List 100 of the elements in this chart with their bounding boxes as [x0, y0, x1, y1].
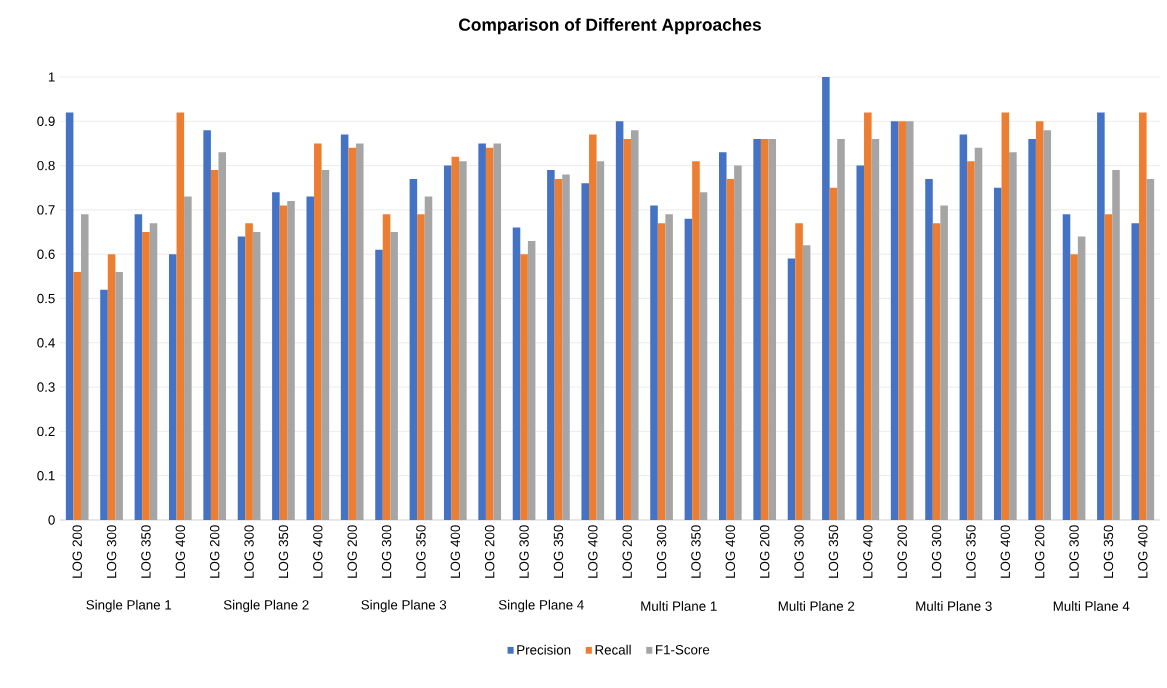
- y-tick-label: 0.4: [37, 338, 55, 348]
- bar: [596, 161, 605, 520]
- x-tick-label: LOG 400: [1000, 525, 1011, 578]
- x-tick-label: LOG 350: [416, 525, 426, 578]
- chart-title: Comparison of Different Approaches: [459, 18, 761, 35]
- bar: [485, 147, 494, 520]
- text: Single Plane 3: [361, 599, 447, 613]
- y-tick-label: 0.9: [37, 116, 55, 127]
- bar: [760, 139, 769, 520]
- bar: [527, 240, 536, 520]
- bar: [306, 196, 315, 520]
- bar: [355, 143, 364, 520]
- bar: [554, 178, 563, 520]
- x-tick-label: LOG 350: [1103, 525, 1114, 578]
- bar: [115, 271, 123, 520]
- x-tick-label: LOG 300: [519, 525, 529, 578]
- x-tick-label: LOG 200: [72, 525, 82, 578]
- bar: [650, 205, 658, 520]
- x-tick-label: LOG 400: [1138, 525, 1148, 578]
- bar: [864, 112, 872, 520]
- y-tick-label: 0.2: [37, 426, 55, 437]
- bar: [726, 178, 735, 520]
- bar: [837, 139, 845, 520]
- bar: [1009, 152, 1017, 520]
- bar: [168, 254, 177, 520]
- x-tick-label: LOG 350: [966, 525, 976, 578]
- bar: [142, 232, 150, 520]
- bar: [1131, 223, 1140, 520]
- bar: [1062, 214, 1071, 520]
- bar: [623, 139, 631, 520]
- bar: [925, 178, 933, 520]
- bar: [1139, 112, 1147, 520]
- bar: [210, 170, 219, 520]
- bar: [321, 170, 330, 520]
- x-tick-label: LOG 400: [313, 525, 323, 578]
- bar: [218, 152, 227, 520]
- x-tick-label: LOG 200: [759, 525, 770, 578]
- bar: [940, 205, 948, 520]
- bar: [134, 214, 143, 520]
- bar: [856, 165, 865, 520]
- bar: [272, 192, 280, 520]
- text: Multi Plane 2: [778, 601, 855, 611]
- bar: [80, 214, 89, 520]
- bar: [287, 201, 295, 520]
- x-tick-label: LOG 300: [931, 525, 942, 578]
- y-tick-label: 0.8: [37, 160, 55, 171]
- x-tick-label: LOG 350: [141, 525, 151, 578]
- bar: [890, 121, 899, 520]
- bar: [107, 254, 116, 520]
- y-tick-label: 0.1: [37, 470, 55, 481]
- bar: [1104, 214, 1113, 520]
- bar: [409, 178, 418, 520]
- bar: [932, 223, 941, 520]
- x-tick-label: LOG 400: [863, 525, 873, 578]
- bar: [203, 130, 211, 520]
- y-tick-label: 0.6: [37, 249, 55, 259]
- bar: [581, 183, 590, 520]
- bar: [73, 271, 81, 520]
- x-tick-label: LOG 200: [1034, 525, 1045, 578]
- x-tick-label: LOG 350: [553, 525, 564, 578]
- bar: [1043, 130, 1052, 520]
- bar: [245, 223, 253, 520]
- bar: [657, 223, 666, 520]
- bar: [149, 223, 158, 520]
- bar: [959, 134, 968, 520]
- bar: [65, 112, 74, 520]
- x-tick-label: LOG 200: [209, 525, 220, 578]
- bar: [1035, 121, 1044, 520]
- bar: [802, 245, 811, 520]
- bar: [520, 254, 528, 520]
- text: Single Plane 2: [223, 599, 309, 613]
- bar: [348, 147, 356, 520]
- bar: [822, 76, 830, 520]
- bar: [898, 121, 906, 520]
- bar: [424, 196, 433, 520]
- x-tick-label: LOG 300: [106, 525, 117, 578]
- bar: [493, 143, 502, 520]
- bar: [734, 165, 742, 520]
- bar: [1146, 178, 1155, 520]
- bar: [718, 152, 727, 520]
- bar: [630, 130, 639, 520]
- bar: [993, 187, 1002, 520]
- bar: [417, 214, 425, 520]
- bar: [615, 121, 624, 520]
- bar: [1112, 170, 1120, 520]
- bar: [753, 139, 761, 520]
- x-tick-label: LOG 200: [622, 525, 632, 578]
- text: Single Plane 4: [498, 599, 584, 613]
- bar: [967, 161, 975, 520]
- bar: [684, 218, 693, 520]
- bar: [176, 112, 185, 520]
- bar: [1077, 236, 1086, 520]
- bar: [314, 143, 322, 520]
- bar: [547, 170, 555, 520]
- x-tick-label: LOG 200: [484, 525, 495, 578]
- legend-label: Precision: [517, 644, 571, 655]
- bar: [459, 161, 467, 520]
- x-tick-label: LOG 300: [656, 525, 667, 578]
- text: Multi Plane 4: [1053, 601, 1130, 611]
- bar: [787, 258, 796, 520]
